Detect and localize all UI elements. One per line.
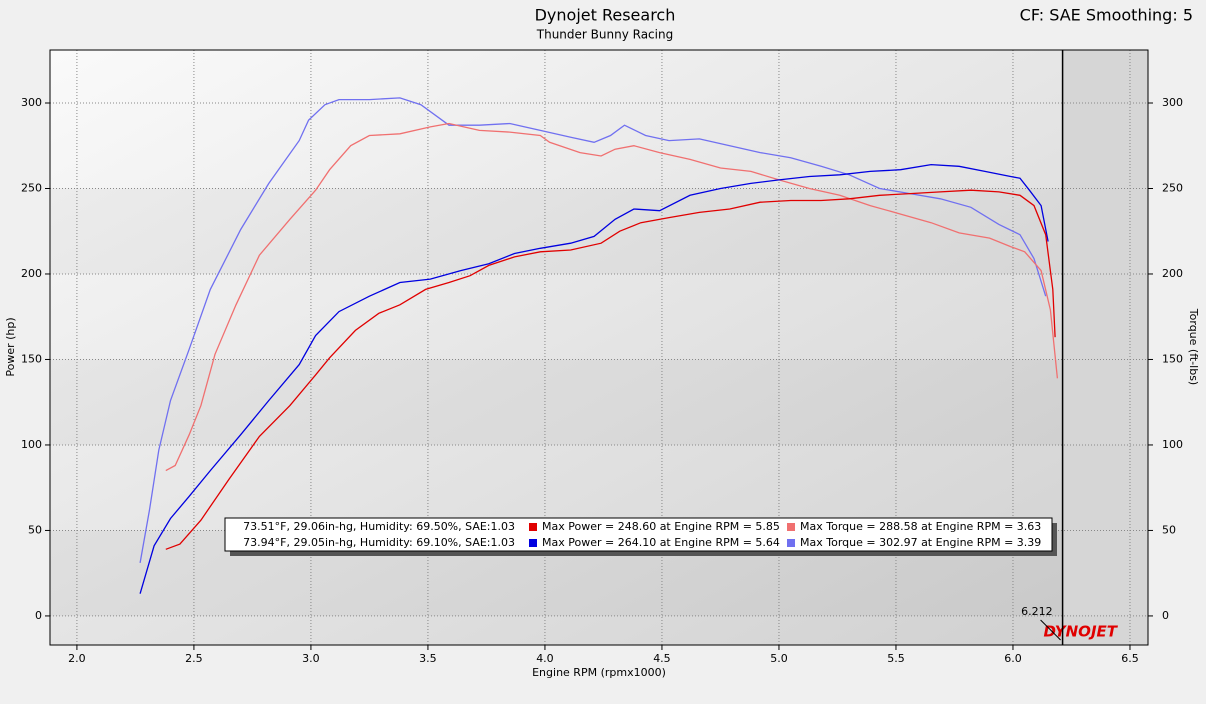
y2-tick-label: 100 [1162,438,1183,451]
x-tick-label: 2.5 [185,652,203,665]
logo: DYNOJET [1043,623,1118,641]
x-tick-label: 2.0 [68,652,86,665]
legend-box [224,517,1053,552]
chart-subtitle: Thunder Bunny Racing [536,28,673,42]
x-tick-label: 5.5 [887,652,905,665]
y-tick-label: 250 [21,181,42,194]
y2-tick-label: 250 [1162,181,1183,194]
x-tick-label: 5.0 [770,652,788,665]
cursor-label: 6.212 [1021,605,1053,618]
cursor-arrow [1040,619,1061,641]
legend-entry: Max Torque = 288.58 at Engine RPM = 3.63 [800,520,1041,533]
legend-conditions: 73.51°F, 29.06in-hg, Humidity: 69.50%, S… [243,520,515,533]
x-tick-label: 3.5 [419,652,437,665]
legend-entry: Max Torque = 302.97 at Engine RPM = 3.39 [800,536,1041,549]
chart-title: Dynojet Research [535,6,676,25]
x-tick-label: 3.0 [302,652,320,665]
band [50,359,1148,444]
series-line [139,163,1049,594]
legend-swatch [787,539,795,547]
y-axis-label: Power (hp) [4,317,17,376]
y2-tick-label: 0 [1162,609,1169,622]
x-axis-label: Engine RPM (rpmx1000) [532,666,666,679]
legend-swatch [529,539,537,547]
y-tick-label: 300 [21,96,42,109]
y2-axis-label: Torque (ft-lbs) [1187,308,1200,385]
y-tick-label: 150 [21,352,42,365]
y2-tick-label: 200 [1162,267,1183,280]
legend-swatch [529,523,537,531]
legend-entry: Max Power = 248.60 at Engine RPM = 5.85 [542,520,780,533]
x-tick-label: 6.0 [1004,652,1022,665]
y-tick-label: 50 [28,523,42,536]
legend-entry: Max Power = 264.10 at Engine RPM = 5.64 [542,536,780,549]
y-tick-label: 100 [21,438,42,451]
series-line [165,122,1059,472]
y2-tick-label: 50 [1162,523,1176,536]
x-tick-label: 4.0 [536,652,554,665]
legend-swatch [787,523,795,531]
cursor-shade [1062,50,1148,645]
x-tick-label: 4.5 [653,652,671,665]
x-tick-label: 6.5 [1121,652,1139,665]
y2-tick-label: 300 [1162,96,1183,109]
header-right: CF: SAE Smoothing: 5 [1020,6,1193,25]
y-tick-label: 0 [35,609,42,622]
plot-frame [49,49,1149,646]
legend-conditions: 73.94°F, 29.05in-hg, Humidity: 69.10%, S… [243,536,515,549]
y-tick-label: 200 [21,267,42,280]
series-line [139,97,1047,564]
band [50,188,1148,273]
series-line [165,189,1056,550]
y2-tick-label: 150 [1162,352,1183,365]
